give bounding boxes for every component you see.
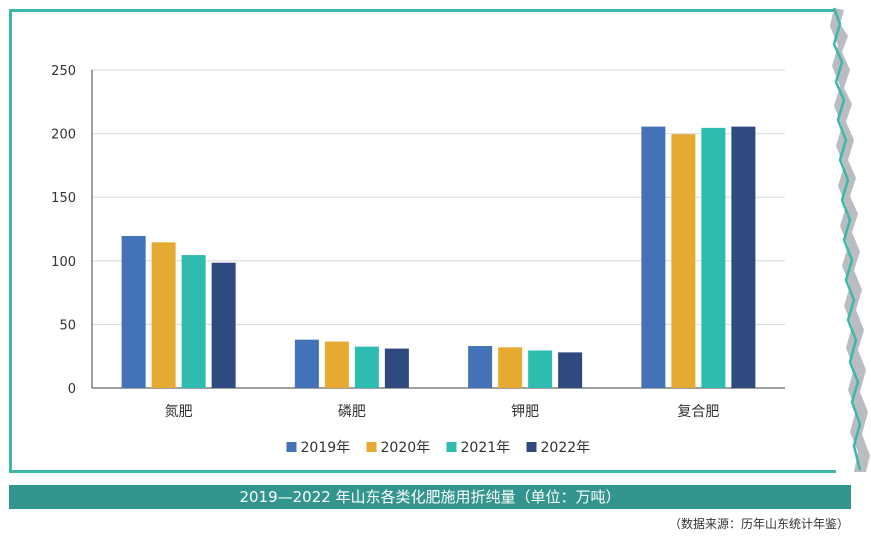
bar — [701, 127, 726, 388]
legend-swatch — [526, 442, 537, 452]
axis-labels: 0 50 100 150 200 250 氮肥 磷肥 钾肥 复合肥 — [51, 64, 719, 420]
legend: 2019年 2020年 2021年 2022年 — [286, 440, 591, 456]
chart-frame — [9, 9, 836, 473]
y-tick-label: 100 — [51, 255, 76, 270]
bar-chart: 0 50 100 150 200 250 氮肥 磷肥 钾肥 复合肥 2019年 2020年 2021年… — [51, 64, 785, 456]
bars — [121, 126, 756, 388]
bar — [384, 348, 409, 388]
y-tick-label: 50 — [59, 318, 76, 333]
bar — [468, 346, 493, 388]
legend-label: 2019年 — [301, 440, 351, 456]
legend-label: 2022年 — [541, 440, 591, 456]
axes — [91, 70, 785, 389]
legend-swatch — [446, 442, 457, 452]
bar — [151, 242, 176, 388]
bar — [498, 347, 523, 388]
bar — [558, 352, 583, 388]
x-tick-label: 氮肥 — [165, 404, 193, 420]
y-tick-label: 150 — [51, 191, 76, 206]
bar — [121, 235, 146, 388]
x-tick-label: 复合肥 — [677, 403, 719, 420]
legend-swatch — [286, 442, 297, 452]
torn-paper-edge — [830, 7, 870, 472]
bar — [671, 134, 696, 388]
bar — [731, 126, 756, 388]
chart-title: 2019—2022 年山东各类化肥施用折纯量（单位：万吨） — [9, 485, 851, 509]
x-tick-label: 钾肥 — [511, 404, 539, 420]
bar — [324, 341, 349, 388]
legend-label: 2020年 — [381, 440, 431, 456]
bar — [211, 262, 236, 388]
bar — [294, 339, 319, 388]
y-tick-label: 0 — [68, 382, 76, 397]
bar — [641, 126, 666, 388]
gridlines — [92, 69, 785, 325]
bar — [354, 346, 379, 388]
y-tick-label: 200 — [51, 128, 76, 143]
y-tick-label: 250 — [51, 64, 76, 79]
bar — [181, 255, 206, 388]
x-tick-label: 磷肥 — [338, 404, 366, 420]
legend-label: 2021年 — [461, 440, 511, 456]
bar — [528, 350, 553, 388]
legend-swatch — [366, 442, 377, 452]
data-source-note: （数据来源：历年山东统计年鉴） — [668, 517, 849, 531]
